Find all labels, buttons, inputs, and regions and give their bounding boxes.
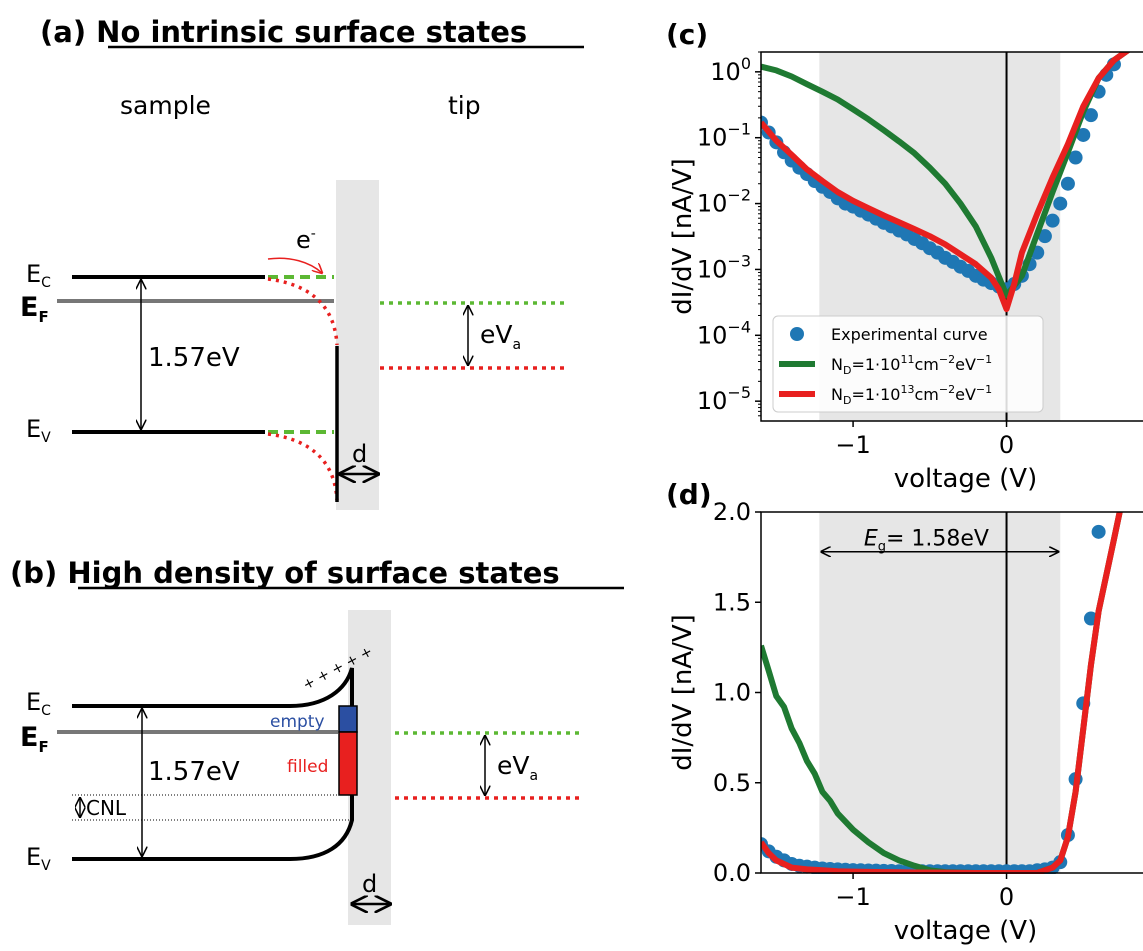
panel-b-title: (b) High density of surface states <box>10 556 560 590</box>
chart-c-series-line <box>761 52 1131 299</box>
ef-label-a: EF <box>20 292 49 326</box>
chart-d-gap-label: Eg= 1.58eV <box>864 527 989 555</box>
chart-d-xtick-label: −1 <box>835 883 870 911</box>
chart-c-point <box>1076 127 1091 142</box>
filled-label: filled <box>287 757 328 777</box>
chart-c-point <box>1037 229 1052 244</box>
ev-band-b <box>72 795 354 861</box>
vacuum-gap-a <box>336 180 379 510</box>
chart-c-frame <box>760 51 1143 422</box>
chart-c-ylabel: dI/dV [nA/V] <box>668 158 698 315</box>
panel-b: (b) High density of surface states EC EF… <box>10 556 624 925</box>
panel-a-title: (a) No intrinsic surface states <box>40 15 527 49</box>
electron-arrow <box>267 257 322 273</box>
gap-label-a: 1.57eV <box>148 343 240 373</box>
chart-d-gap-shade <box>819 512 1061 873</box>
chart-d-panel-label: (d) <box>666 478 712 511</box>
chart-c-point <box>1045 213 1060 228</box>
bias-label-a: eVa <box>480 320 521 353</box>
chart-d: (d)−101voltage (V)dI/dV [nA/V]0.00.51.01… <box>666 469 1143 946</box>
chart-c-point <box>1060 176 1075 191</box>
chart-c-xlabel: voltage (V) <box>894 464 1037 494</box>
chart-c-legend-box <box>772 315 1044 413</box>
chart-c: (c)−101voltage (V)dI/dV [nA/V]10010−110−… <box>666 18 1143 494</box>
chart-c-ytick-label: 10−3 <box>697 251 751 283</box>
chart-d-xlabel: voltage (V) <box>894 916 1037 946</box>
ec-band-b <box>72 667 354 708</box>
chart-d-point <box>1091 524 1106 539</box>
chart-d-point <box>1099 487 1113 501</box>
chart-c-legend-marker <box>790 327 804 341</box>
chart-d-ytick-label: 0.5 <box>713 769 751 797</box>
chart-d-ytick-label: 1.5 <box>713 588 751 616</box>
chart-d-point <box>1107 469 1121 483</box>
ev-bending-a <box>267 432 339 501</box>
chart-c-xtick-label: −1 <box>835 431 870 459</box>
chart-d-ytick-label: 0.0 <box>713 859 751 887</box>
chart-c-legend-label: ND=1·1013cm−2eV−1 <box>831 383 992 407</box>
d-label-b: d <box>362 870 377 898</box>
chart-d-ytick-label: 2.0 <box>713 498 751 526</box>
empty-states <box>338 705 358 733</box>
cnl-label: CNL <box>86 796 127 820</box>
chart-d-xtick-label: 0 <box>999 883 1014 911</box>
chart-c-xtick-label: 0 <box>999 431 1014 459</box>
chart-c-ytick-label: 10−1 <box>697 120 751 152</box>
ev-label-b: EV <box>26 843 51 874</box>
d-label-a: d <box>352 440 367 468</box>
bias-label-b: eVa <box>497 751 538 784</box>
chart-c-point <box>1083 108 1098 123</box>
ec-bending-a <box>267 277 339 346</box>
chart-c-plot-area <box>761 52 1131 313</box>
panel-a: (a) No intrinsic surface states sample t… <box>20 15 584 510</box>
electron-label: e- <box>296 226 316 254</box>
sample-label: sample <box>120 91 211 120</box>
ec-label-a: EC <box>26 260 51 291</box>
chart-c-legend-label: ND=1·1011cm−2eV−1 <box>831 353 992 377</box>
ec-label-b: EC <box>26 688 51 719</box>
chart-d-ytick-label: 1.0 <box>713 679 751 707</box>
chart-c-ytick-label: 10−5 <box>697 383 751 415</box>
chart-c-point <box>1053 196 1068 211</box>
chart-c-ytick-label: 100 <box>710 54 751 86</box>
chart-d-ylabel: dI/dV [nA/V] <box>668 614 698 771</box>
chart-c-ytick-label: 10−4 <box>697 317 751 349</box>
chart-c-series-line <box>761 52 1131 313</box>
tip-label: tip <box>448 91 481 120</box>
ef-label-b: EF <box>20 722 49 756</box>
chart-c-legend-label: Experimental curve <box>831 325 988 344</box>
chart-c-ytick-label: 10−2 <box>697 186 751 218</box>
chart-c-point <box>1068 150 1083 165</box>
filled-states <box>338 731 358 796</box>
ev-label-a: EV <box>26 415 51 446</box>
gap-label-b: 1.57eV <box>148 757 240 787</box>
chart-c-panel-label: (c) <box>666 18 708 51</box>
empty-label: empty <box>270 712 325 732</box>
